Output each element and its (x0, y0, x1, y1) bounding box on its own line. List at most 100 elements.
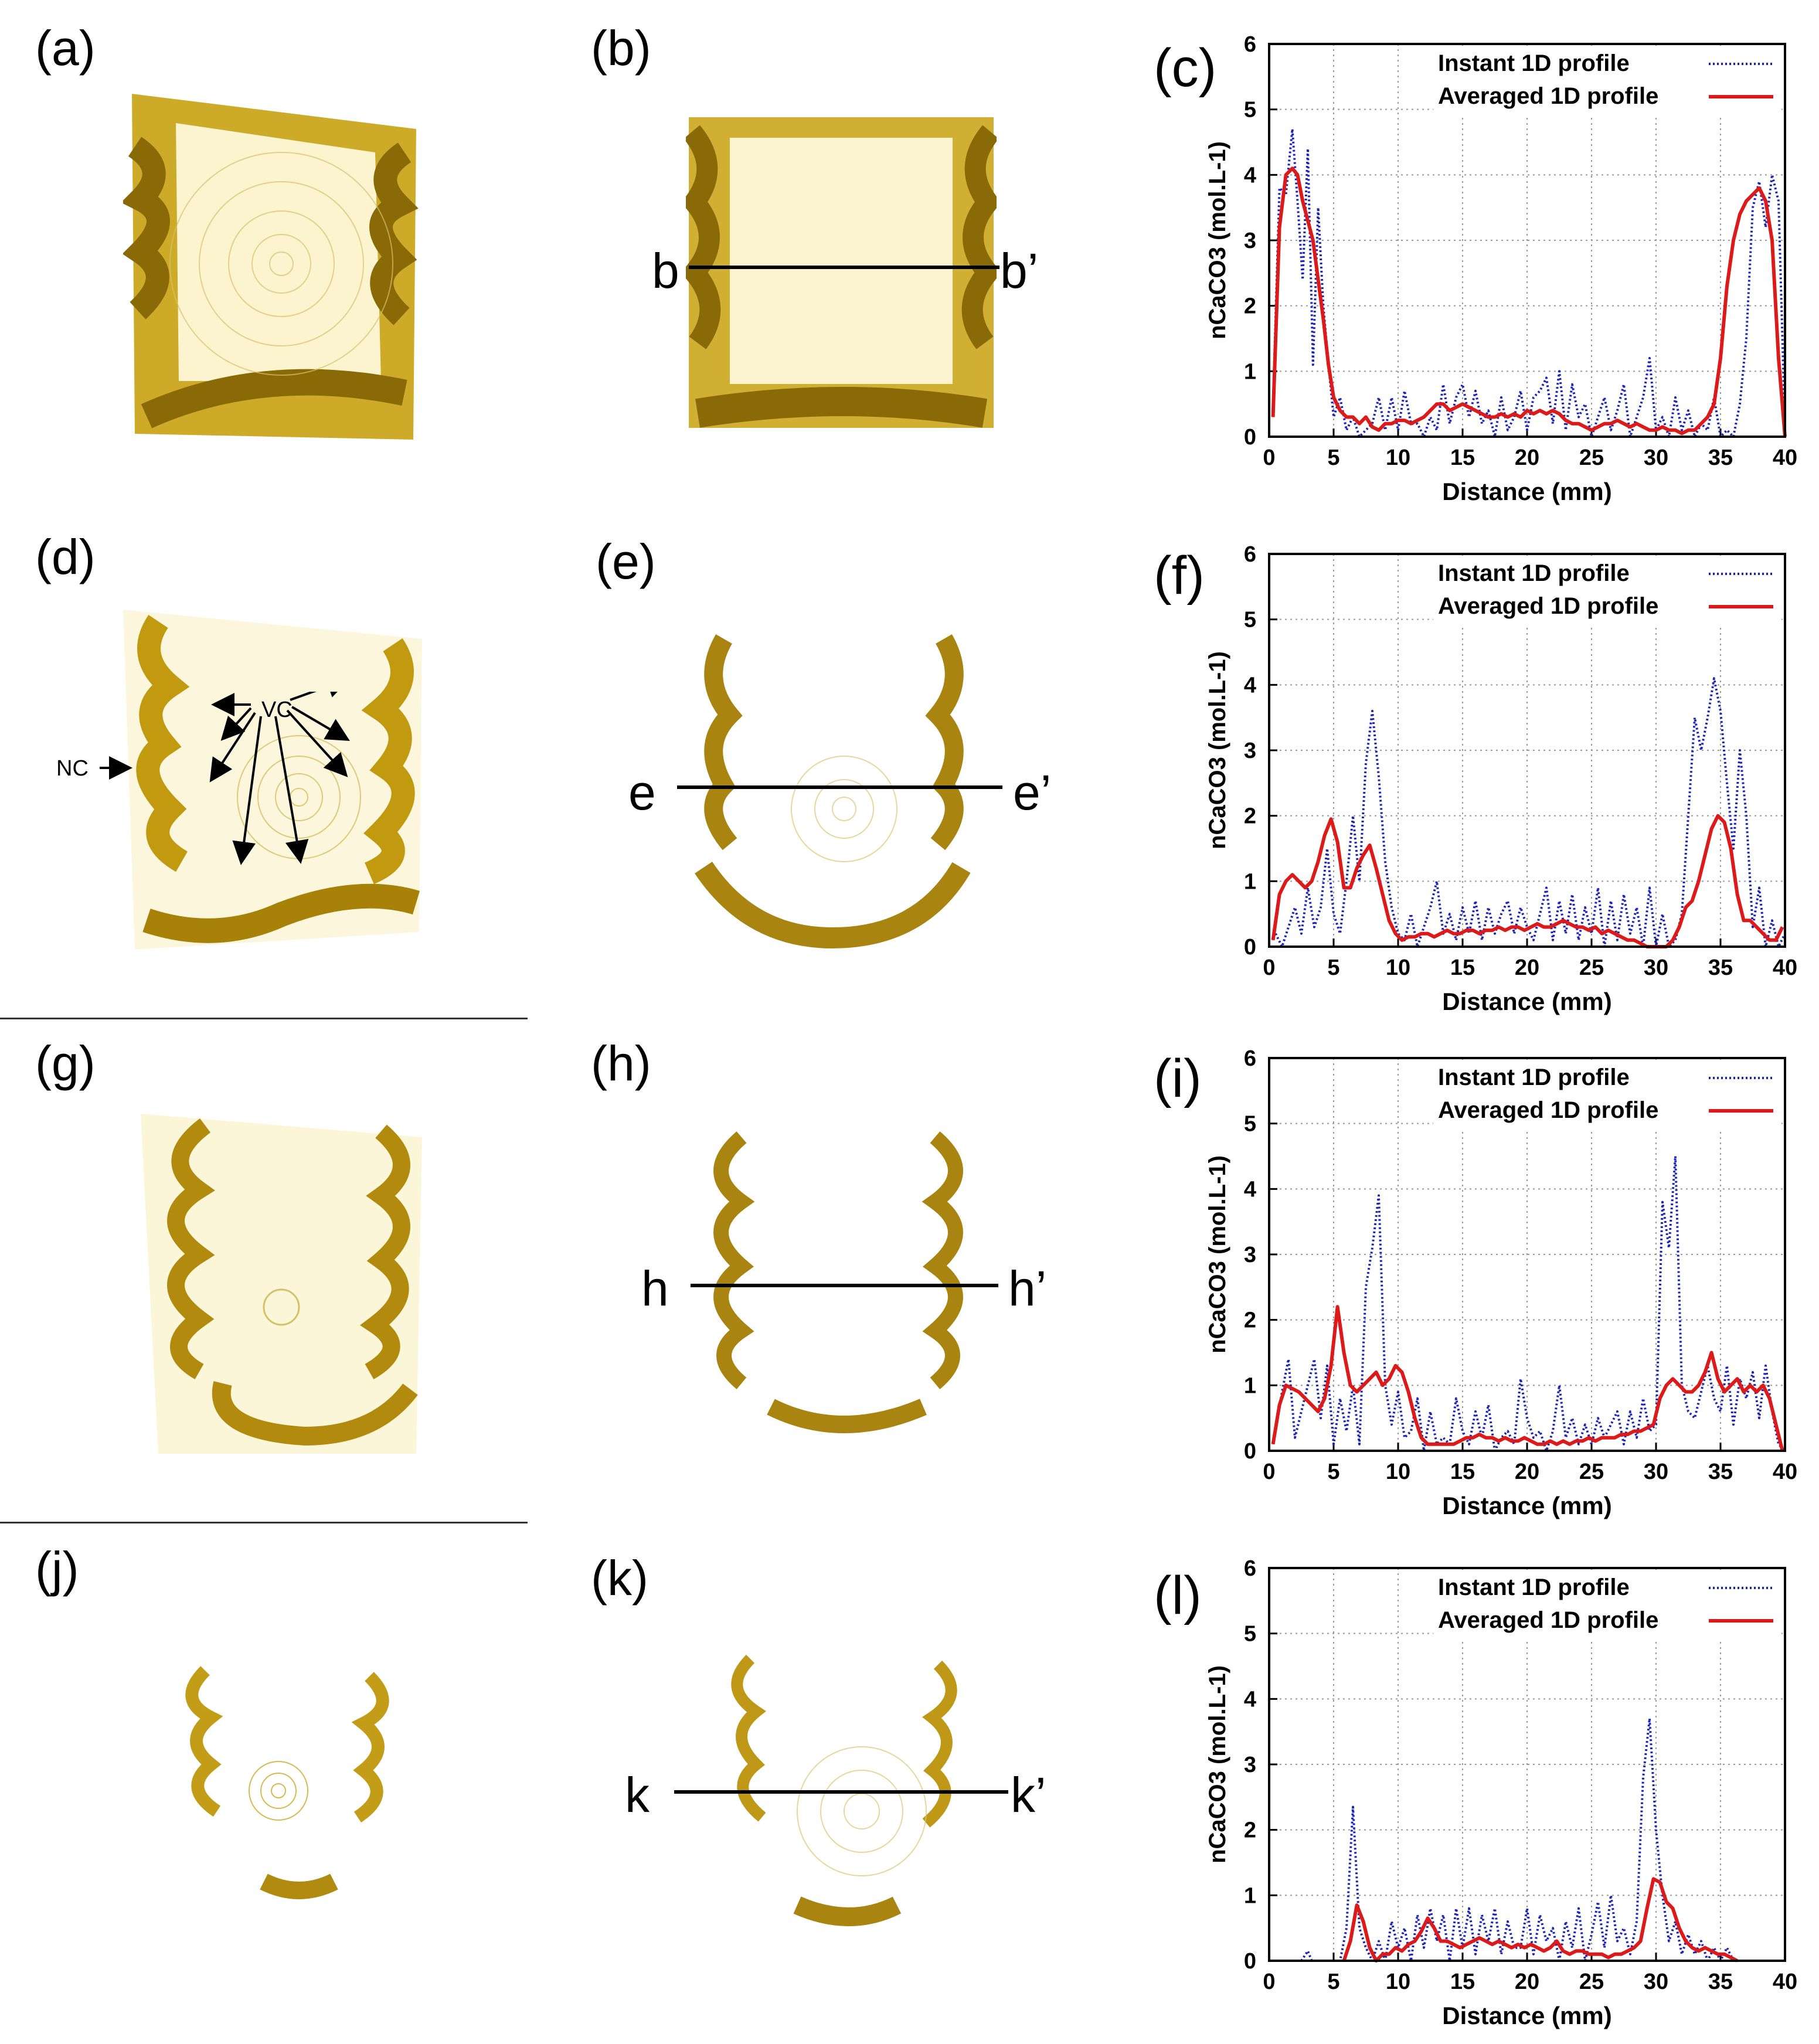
legend-averaged-label: Averaged 1D profile (1438, 1607, 1658, 1633)
panel-label-c: (c) (1154, 38, 1217, 98)
panel-label-j: (j) (35, 1542, 79, 1597)
profile-chart-i: 0 5 10 15 20 25 30 35 40 0 1 2 3 4 5 6 Instant 1D profil… (1205, 1046, 1797, 1519)
x-tick-label: 0 (1263, 445, 1275, 470)
panel-label-l: (l) (1154, 1566, 1202, 1625)
profile-chart-f: 0 5 10 15 20 25 30 35 40 0 1 2 3 4 5 6 Instant 1D profil… (1205, 542, 1797, 1015)
legend-box (1433, 46, 1781, 115)
averaged-profile-line (1271, 814, 1784, 948)
x-tick-label: 20 (1515, 1970, 1539, 1994)
cut-label-k-left: k (625, 1767, 650, 1822)
y-tick-label: 6 (1244, 1046, 1256, 1071)
cut-label-b-left: b (652, 243, 679, 298)
y-tick-label: 6 (1244, 1556, 1256, 1581)
cut-line-k (674, 1790, 1008, 1794)
panel-label-h: (h) (591, 1036, 651, 1091)
cut-line-e (677, 785, 1002, 789)
y-axis-label: nCaCO3 (mol.L-1) (1205, 1155, 1230, 1353)
x-tick-label: 25 (1579, 1460, 1604, 1484)
x-tick-label: 10 (1386, 445, 1410, 470)
x-tick-label: 35 (1708, 1970, 1733, 1994)
cut-line-b (689, 266, 999, 269)
x-tick-label: 15 (1450, 955, 1475, 980)
legend-box (1433, 1570, 1781, 1640)
legend-averaged-label: Averaged 1D profile (1438, 83, 1658, 109)
y-tick-label: 1 (1244, 869, 1256, 894)
cut-label-k-right: k’ (1011, 1767, 1046, 1822)
cut-label-b-right: b’ (1000, 243, 1039, 298)
panel-label-e: (e) (596, 534, 656, 589)
y-tick-label: 2 (1244, 1308, 1256, 1333)
y-tick-label: 3 (1244, 1753, 1256, 1777)
panel-label-b: (b) (591, 21, 651, 76)
x-tick-label: 30 (1644, 1970, 1668, 1994)
x-tick-label: 40 (1773, 1970, 1797, 1994)
x-tick-label: 25 (1579, 955, 1604, 980)
ct-image-a (123, 94, 419, 440)
x-tick-label: 30 (1644, 1460, 1668, 1484)
cut-label-h-right: h’ (1008, 1261, 1047, 1316)
x-tick-label: 35 (1708, 1460, 1733, 1484)
y-tick-label: 0 (1244, 935, 1256, 960)
x-tick-label: 30 (1644, 955, 1668, 980)
cut-label-e-right: e’ (1013, 765, 1052, 820)
y-tick-label: 4 (1244, 1177, 1256, 1202)
instant-profile-line (1274, 677, 1786, 948)
ct-image-g (141, 1114, 422, 1454)
ct-image-e (695, 634, 971, 949)
profile-chart-l: 0 5 10 15 20 25 30 35 40 0 1 2 3 4 5 6 Instant 1D profil… (1205, 1556, 1797, 2029)
x-tick-label: 35 (1708, 445, 1733, 470)
x-tick-label: 0 (1263, 955, 1275, 980)
plot-frame (1268, 1567, 1786, 1962)
ct-image-k (731, 1654, 957, 1926)
y-axis-label: nCaCO3 (mol.L-1) (1205, 651, 1230, 849)
x-tick-label: 5 (1327, 955, 1339, 980)
plot-frame (1268, 1057, 1786, 1452)
y-tick-label: 3 (1244, 739, 1256, 763)
x-axis-label: Distance (mm) (1442, 988, 1611, 1015)
x-tick-label: 0 (1263, 1970, 1275, 1994)
annotation-arrows (100, 692, 351, 865)
nc-label: NC (56, 756, 89, 781)
x-tick-label: 20 (1515, 1460, 1539, 1484)
instant-profile-line (1300, 1717, 1735, 1962)
panel-label-d: (d) (35, 529, 96, 584)
x-tick-label: 15 (1450, 1970, 1475, 1994)
x-tick-label: 35 (1708, 955, 1733, 980)
x-tick-label: 40 (1773, 445, 1797, 470)
averaged-profile-line (1342, 1877, 1738, 1963)
y-tick-label: 0 (1244, 1439, 1256, 1464)
legend-box (1433, 556, 1781, 625)
ct-image-h (713, 1131, 963, 1433)
legend-averaged-label: Averaged 1D profile (1438, 1097, 1658, 1123)
panel-label-k: (k) (591, 1550, 648, 1606)
legend-instant-label: Instant 1D profile (1438, 1064, 1630, 1090)
x-tick-label: 30 (1644, 445, 1668, 470)
x-axis-label: Distance (mm) (1442, 2002, 1611, 2029)
y-tick-label: 5 (1244, 1112, 1256, 1137)
panel-label-g: (g) (35, 1036, 96, 1091)
vc-label: VC (261, 698, 293, 722)
plot-frame (1268, 43, 1786, 438)
y-tick-label: 4 (1244, 673, 1256, 698)
x-tick-label: 40 (1773, 1460, 1797, 1484)
x-tick-label: 5 (1327, 445, 1339, 470)
y-tick-label: 3 (1244, 229, 1256, 253)
x-tick-label: 5 (1327, 1970, 1339, 1994)
y-tick-label: 1 (1244, 359, 1256, 384)
y-tick-label: 1 (1244, 1373, 1256, 1398)
instant-profile-line (1274, 1155, 1786, 1452)
x-tick-label: 10 (1386, 955, 1410, 980)
y-tick-label: 5 (1244, 608, 1256, 632)
y-tick-label: 2 (1244, 804, 1256, 829)
y-tick-label: 0 (1244, 1949, 1256, 1974)
y-tick-label: 4 (1244, 163, 1256, 188)
y-axis-label: nCaCO3 (mol.L-1) (1205, 1665, 1230, 1863)
x-tick-label: 5 (1327, 1460, 1339, 1484)
y-tick-label: 6 (1244, 32, 1256, 57)
averaged-profile-line (1271, 166, 1787, 437)
x-tick-label: 10 (1386, 1460, 1410, 1484)
y-axis-label: nCaCO3 (mol.L-1) (1205, 141, 1230, 339)
legend-box (1433, 1060, 1781, 1130)
x-tick-label: 20 (1515, 445, 1539, 470)
x-tick-label: 15 (1450, 1460, 1475, 1484)
